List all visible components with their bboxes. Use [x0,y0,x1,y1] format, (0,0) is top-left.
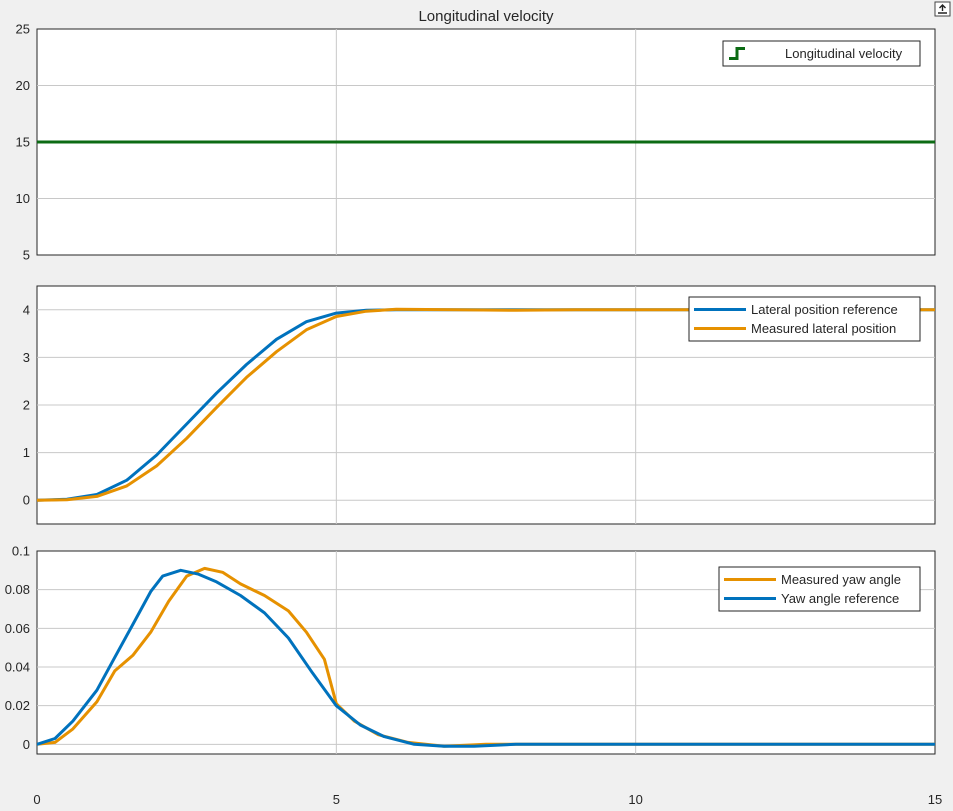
chart-title: Longitudinal velocity [418,8,554,25]
y-tick-label: 0.1 [12,544,30,559]
step-signal-icon [729,47,745,60]
undock-button[interactable] [934,1,951,17]
y-tick-label: 0 [23,493,30,508]
y-tick-label: 2 [23,398,30,413]
legend-label: Measured yaw angle [781,572,901,587]
chart-panel-3: 0 0.02 0.04 0.06 0.08 0.1 0 5 10 15 Measured yaw a… [5,544,943,808]
legend-box [722,40,921,67]
legend-box [718,566,921,612]
legend-label: Measured lateral position [751,321,896,336]
y-tick-label: 0.04 [5,660,30,675]
legend-label: Lateral position reference [751,302,898,317]
x-tick-label: 15 [928,792,942,807]
y-tick-label: 10 [16,191,30,206]
y-tick-label: 15 [16,135,30,150]
chart-panel-1: 5 10 15 20 25 Longitudinal velocity Longitudin… [16,8,936,263]
undock-arrow-icon [938,4,947,14]
y-tick-label: 0.08 [5,582,30,597]
series-line-2 [37,568,935,748]
legend-label: Longitudinal velocity [785,46,903,61]
legend-label: Yaw angle reference [781,591,899,606]
y-tick-label: 0.06 [5,621,30,636]
legend-box [688,296,921,342]
x-tick-label: 10 [628,792,642,807]
chart-panel-2: 0 1 2 3 4 Lateral position reference Measured … [23,285,936,525]
legend[interactable]: Longitudinal velocity [722,40,921,67]
y-tick-label: 20 [16,78,30,93]
y-tick-label: 3 [23,350,30,365]
y-tick-label: 5 [23,248,30,263]
y-tick-label: 4 [23,302,30,317]
x-tick-label: 5 [333,792,340,807]
legend[interactable]: Lateral position reference Measured later… [688,296,921,342]
legend[interactable]: Measured yaw angle Yaw angle reference [718,566,921,612]
y-tick-label: 0 [23,737,30,752]
y-tick-label: 0.02 [5,698,30,713]
y-tick-label: 25 [16,22,30,37]
x-tick-label: 0 [33,792,40,807]
y-tick-label: 1 [23,445,30,460]
